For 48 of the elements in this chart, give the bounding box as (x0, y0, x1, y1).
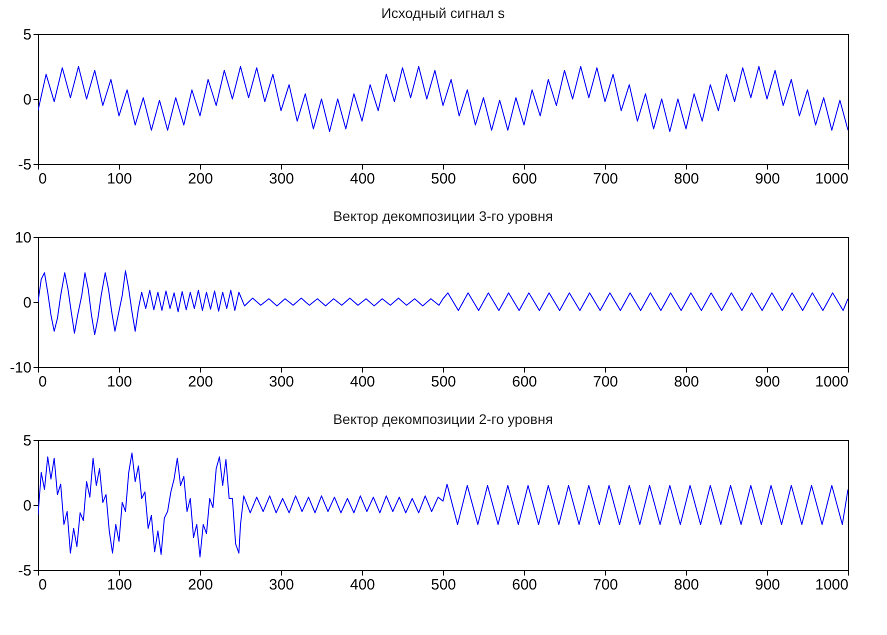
y-tick-label: 5 (23, 26, 32, 44)
x-tick-label: 400 (350, 576, 376, 594)
x-tick-label: 0 (38, 374, 47, 390)
y-tick-label: 10 (14, 230, 32, 246)
x-tick-label: 0 (38, 576, 47, 594)
x-tick-label: 100 (106, 170, 132, 188)
x-tick-label: 1000 (815, 170, 848, 188)
x-tick-label: 500 (430, 170, 456, 188)
y-tick-label: 5 (23, 432, 32, 450)
x-tick-label: 600 (512, 576, 538, 594)
x-tick-label: 1000 (815, 374, 848, 390)
line-series (38, 270, 848, 335)
chart-title: Вектор декомпозиции 3-го уровня (333, 208, 553, 224)
x-tick-label: 600 (512, 374, 538, 390)
x-tick-label: 900 (754, 374, 780, 390)
y-tick-label: -5 (18, 156, 32, 174)
x-tick-label: 300 (268, 374, 294, 390)
x-tick-label: 700 (592, 576, 618, 594)
x-tick-label: 100 (106, 374, 132, 390)
x-tick-label: 500 (430, 576, 456, 594)
x-tick-label: 800 (674, 170, 700, 188)
x-tick-label: 200 (188, 576, 214, 594)
x-tick-label: 200 (188, 374, 214, 390)
x-tick-label: 800 (674, 576, 700, 594)
x-tick-label: 800 (674, 374, 700, 390)
y-tick-label: 0 (23, 498, 32, 514)
y-tick-label: 0 (23, 294, 32, 312)
y-tick-label: -10 (10, 360, 32, 376)
x-tick-label: 1000 (815, 576, 848, 594)
x-tick-label: 900 (754, 170, 780, 188)
x-tick-label: 700 (592, 374, 618, 390)
x-tick-label: 500 (430, 374, 456, 390)
x-tick-label: 200 (188, 170, 214, 188)
x-tick-label: 600 (512, 170, 538, 188)
line-series (38, 452, 848, 558)
y-tick-label: -5 (18, 562, 32, 580)
chart-title: Исходный сигнал s (381, 5, 505, 21)
x-tick-label: 100 (106, 576, 132, 594)
x-tick-label: 300 (268, 576, 294, 594)
line-series (38, 66, 848, 132)
x-tick-label: 900 (754, 576, 780, 594)
x-tick-label: 700 (592, 170, 618, 188)
x-tick-label: 300 (268, 170, 294, 188)
x-tick-label: 400 (350, 170, 376, 188)
y-tick-label: 0 (23, 92, 32, 108)
x-tick-label: 0 (38, 170, 47, 188)
x-tick-label: 400 (350, 374, 376, 390)
chart-title: Вектор декомпозиции 2-го уровня (333, 411, 553, 427)
